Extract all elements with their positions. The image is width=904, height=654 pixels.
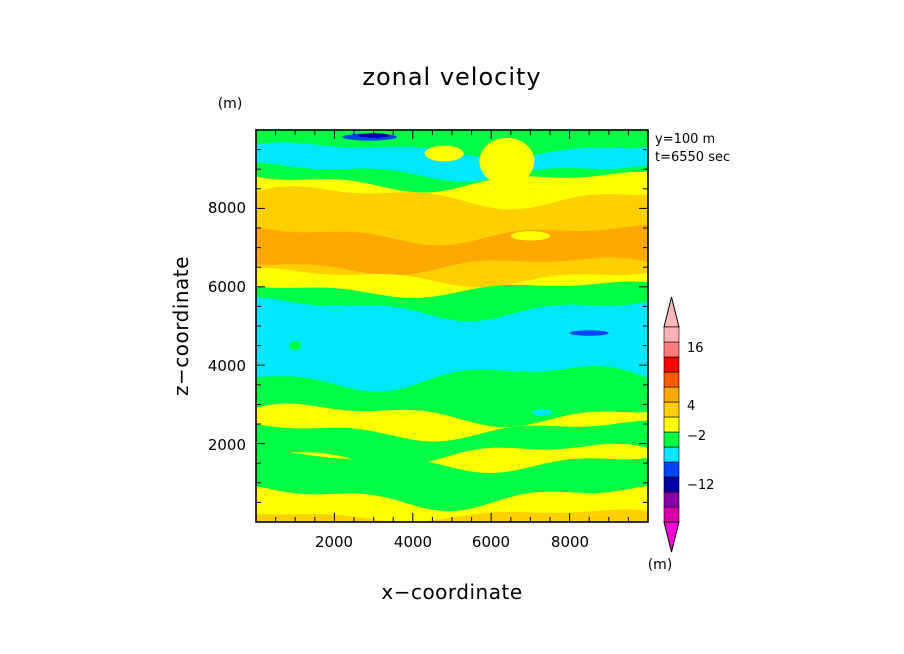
colorbar-swatch: [663, 356, 680, 373]
colorbar-tick-label: 16: [687, 341, 704, 356]
x-tick-label: 8000: [551, 533, 589, 551]
y-axis-unit: (m): [218, 96, 243, 112]
contour-patch: [424, 145, 464, 162]
y-tick-label: 8000: [208, 199, 246, 217]
colorbar-swatch: [663, 341, 680, 358]
y-tick-label: 6000: [208, 278, 246, 296]
contour-patch: [593, 388, 617, 397]
x-tick-label: 6000: [472, 533, 510, 551]
x-tick-label: 4000: [394, 533, 432, 551]
colorbar-swatch: [663, 416, 680, 433]
info-time: t=6550 sec: [655, 150, 730, 165]
colorbar-low-extension: [663, 521, 680, 553]
colorbar-swatch: [663, 431, 680, 448]
chart-title: zonal velocity: [362, 63, 541, 91]
x-tick-label: 2000: [315, 533, 353, 551]
contour-patch: [357, 133, 390, 138]
colorbar-swatch: [663, 446, 680, 463]
colorbar-swatch: [663, 491, 680, 508]
y-tick-label: 2000: [208, 436, 246, 454]
colorbar-high-extension: [663, 296, 680, 328]
x-axis-label: x−coordinate: [381, 580, 522, 604]
y-tick-label: 4000: [208, 357, 246, 375]
colorbar-swatch: [663, 476, 680, 493]
contour-patch: [510, 231, 550, 241]
colorbar-swatch: [663, 401, 680, 418]
colorbar-tick-label: −12: [687, 478, 714, 493]
y-axis-label: z−coordinate: [169, 256, 193, 396]
contour-patch: [569, 330, 609, 336]
colorbar-unit: (m): [648, 557, 673, 573]
colorbar-swatch: [663, 371, 680, 388]
info-y-position: y=100 m: [655, 132, 715, 147]
colorbar-swatch: [663, 461, 680, 478]
colorbar-swatch: [663, 386, 680, 403]
colorbar-tick-label: 4: [687, 399, 695, 414]
colorbar-swatch: [663, 506, 680, 523]
contour-field: [256, 130, 648, 522]
contour-patch: [289, 340, 302, 351]
axis-ticks: [256, 130, 648, 522]
colorbar-swatch: [663, 326, 680, 343]
contour-patch: [532, 408, 552, 416]
colorbar-tick-label: −2: [687, 429, 706, 444]
colorbar: [663, 296, 680, 553]
contour-patch: [479, 137, 535, 185]
